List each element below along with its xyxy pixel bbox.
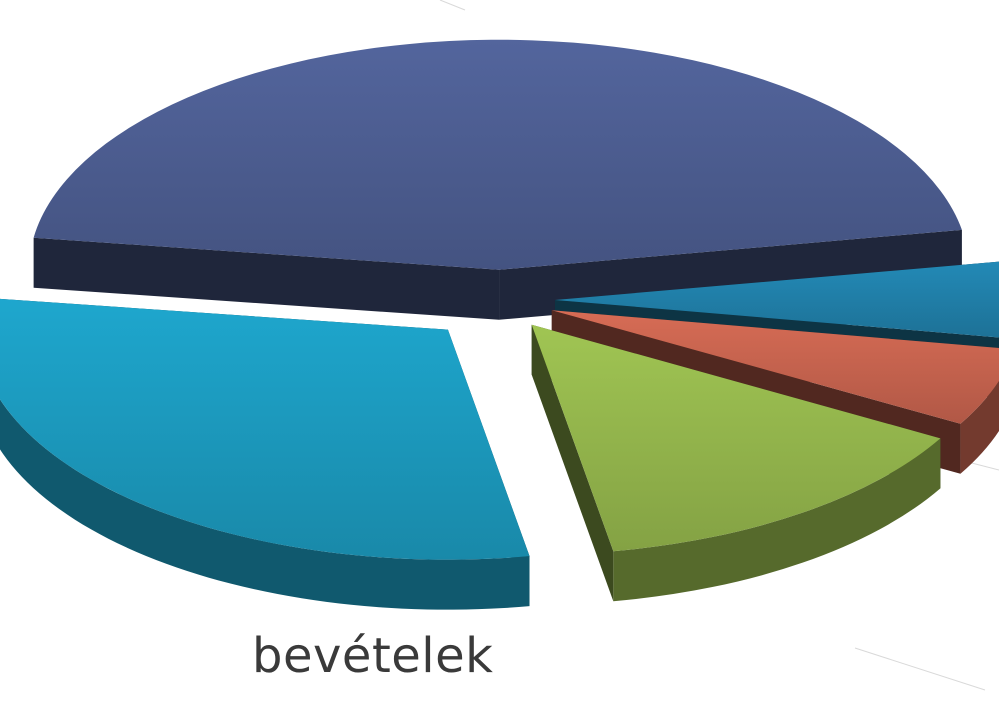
slice-3-top	[551, 310, 999, 424]
slice-5-top	[0, 298, 530, 560]
leader-line-bottom	[854, 647, 986, 691]
pie-slice-1	[33, 39, 962, 320]
slice-1-top	[33, 39, 962, 270]
leader-line-top	[439, 0, 466, 11]
slice-4-outer-wall-1	[613, 438, 941, 602]
slice-2-top	[555, 261, 999, 338]
slice-4-top	[531, 324, 941, 552]
pie-slice-4	[531, 324, 941, 602]
slice-4-wall-2	[531, 324, 614, 602]
category-label: bevételek	[252, 628, 494, 684]
pie-slice-5	[0, 298, 530, 610]
slice-3-outer-wall-1	[960, 380, 999, 474]
slice-1-wall-1	[33, 237, 500, 320]
slice-5-outer-wall-1	[0, 399, 530, 610]
